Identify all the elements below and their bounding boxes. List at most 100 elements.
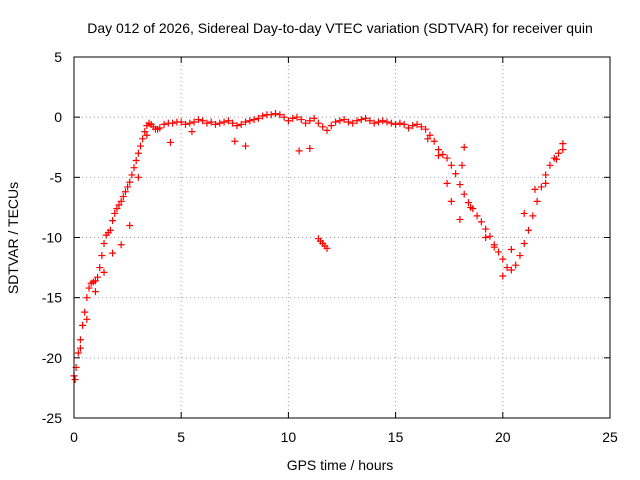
- data-point: [460, 190, 468, 198]
- data-point: [464, 199, 472, 207]
- data-point: [113, 205, 121, 213]
- data-point: [443, 154, 451, 162]
- data-point: [111, 209, 119, 217]
- data-point: [289, 114, 297, 122]
- x-tick-label: 5: [177, 429, 185, 445]
- data-point: [297, 116, 305, 124]
- data-point: [136, 142, 144, 150]
- data-point: [126, 221, 134, 229]
- data-point: [250, 116, 258, 124]
- data-point: [237, 120, 245, 128]
- data-point: [512, 261, 520, 269]
- data-point: [96, 264, 104, 272]
- data-point: [529, 212, 537, 220]
- data-point: [424, 135, 432, 143]
- data-point: [477, 218, 485, 226]
- data-point: [507, 266, 515, 274]
- x-axis-label: GPS time / hours: [287, 457, 394, 473]
- data-point: [132, 156, 140, 164]
- data-point: [134, 149, 142, 157]
- data-point: [203, 119, 211, 127]
- data-point: [306, 117, 314, 125]
- data-point: [516, 252, 524, 260]
- y-tick-label: -20: [42, 350, 62, 366]
- data-point: [280, 113, 288, 121]
- data-point: [379, 117, 387, 125]
- y-tick-label: -25: [42, 410, 62, 426]
- data-point: [293, 113, 301, 121]
- data-point: [327, 122, 335, 130]
- data-point: [98, 252, 106, 260]
- data-point: [559, 140, 567, 148]
- data-point: [130, 164, 138, 172]
- data-point: [276, 111, 284, 119]
- data-point: [272, 110, 280, 118]
- axis-ticks: 0 5 10 15 20 25 -25 -20 -15 -10 -5 0 5: [42, 49, 618, 445]
- data-point: [499, 255, 507, 263]
- data-point: [323, 244, 331, 252]
- data-point: [392, 120, 400, 128]
- data-point: [231, 137, 239, 145]
- data-point: [357, 116, 365, 124]
- data-point: [482, 234, 490, 241]
- data-point: [520, 240, 528, 248]
- data-point: [434, 152, 442, 160]
- x-tick-label: 20: [495, 429, 511, 445]
- data-point: [94, 273, 102, 281]
- data-point: [314, 119, 322, 127]
- data-point: [486, 232, 494, 240]
- data-point: [306, 144, 314, 152]
- data-point: [81, 308, 89, 316]
- data-point: [362, 114, 370, 122]
- data-point: [115, 201, 123, 209]
- data-point: [229, 119, 237, 127]
- data-point: [79, 321, 87, 329]
- data-point: [302, 119, 310, 127]
- data-point: [531, 185, 539, 193]
- y-axis-label: SDTVAR / TECUs: [5, 182, 21, 294]
- data-point: [169, 119, 177, 127]
- data-point: [188, 128, 196, 136]
- data-point: [76, 336, 84, 344]
- data-point: [91, 288, 99, 296]
- y-tick-label: -5: [50, 169, 63, 185]
- data-point: [207, 118, 215, 126]
- data-point: [353, 117, 361, 125]
- data-point: [284, 117, 292, 125]
- data-point: [503, 264, 511, 272]
- data-point: [220, 118, 228, 126]
- data-point: [100, 268, 108, 276]
- data-point: [447, 197, 455, 205]
- data-point: [177, 118, 185, 126]
- chart-title: Day 012 of 2026, Sidereal Day-to-day VTE…: [87, 20, 593, 36]
- data-point: [467, 203, 475, 211]
- data-point: [336, 117, 344, 125]
- data-point: [482, 225, 490, 233]
- data-point: [109, 249, 117, 257]
- data-point: [76, 344, 84, 352]
- data-point: [323, 126, 331, 134]
- data-point: [520, 209, 528, 217]
- data-point: [396, 119, 404, 127]
- data-point: [349, 119, 357, 127]
- data-point: [124, 183, 132, 191]
- data-point: [242, 118, 250, 126]
- data-point: [546, 161, 554, 169]
- data-point: [456, 215, 464, 223]
- data-point: [117, 241, 125, 249]
- data-point: [233, 122, 241, 130]
- data-point: [499, 272, 507, 280]
- data-point: [254, 114, 262, 122]
- data-point: [495, 248, 503, 256]
- data-point: [100, 240, 108, 248]
- y-tick-label: 0: [54, 109, 62, 125]
- data-point: [370, 119, 378, 127]
- data-point: [319, 123, 327, 131]
- data-point: [426, 131, 434, 139]
- data-point: [242, 142, 250, 150]
- x-tick-label: 10: [281, 429, 297, 445]
- data-point: [439, 150, 447, 158]
- data-point: [143, 131, 151, 139]
- data-point: [224, 117, 232, 125]
- data-point: [559, 146, 567, 154]
